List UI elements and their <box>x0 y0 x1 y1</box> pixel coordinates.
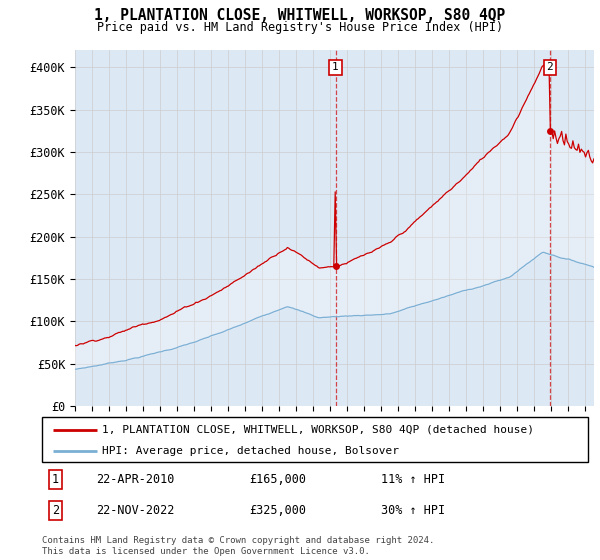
Text: £165,000: £165,000 <box>250 473 307 486</box>
Text: 1: 1 <box>332 62 339 72</box>
Text: 22-APR-2010: 22-APR-2010 <box>97 473 175 486</box>
Text: Price paid vs. HM Land Registry's House Price Index (HPI): Price paid vs. HM Land Registry's House … <box>97 21 503 34</box>
Text: 2: 2 <box>52 504 59 517</box>
Text: 11% ↑ HPI: 11% ↑ HPI <box>380 473 445 486</box>
Text: 1, PLANTATION CLOSE, WHITWELL, WORKSOP, S80 4QP (detached house): 1, PLANTATION CLOSE, WHITWELL, WORKSOP, … <box>102 424 534 435</box>
Text: HPI: Average price, detached house, Bolsover: HPI: Average price, detached house, Bols… <box>102 446 399 456</box>
Text: £325,000: £325,000 <box>250 504 307 517</box>
Text: 1: 1 <box>52 473 59 486</box>
FancyBboxPatch shape <box>42 417 588 462</box>
Text: 30% ↑ HPI: 30% ↑ HPI <box>380 504 445 517</box>
Text: 2: 2 <box>547 62 553 72</box>
Text: 1, PLANTATION CLOSE, WHITWELL, WORKSOP, S80 4QP: 1, PLANTATION CLOSE, WHITWELL, WORKSOP, … <box>94 8 506 24</box>
Text: Contains HM Land Registry data © Crown copyright and database right 2024.
This d: Contains HM Land Registry data © Crown c… <box>42 536 434 556</box>
Text: 22-NOV-2022: 22-NOV-2022 <box>97 504 175 517</box>
